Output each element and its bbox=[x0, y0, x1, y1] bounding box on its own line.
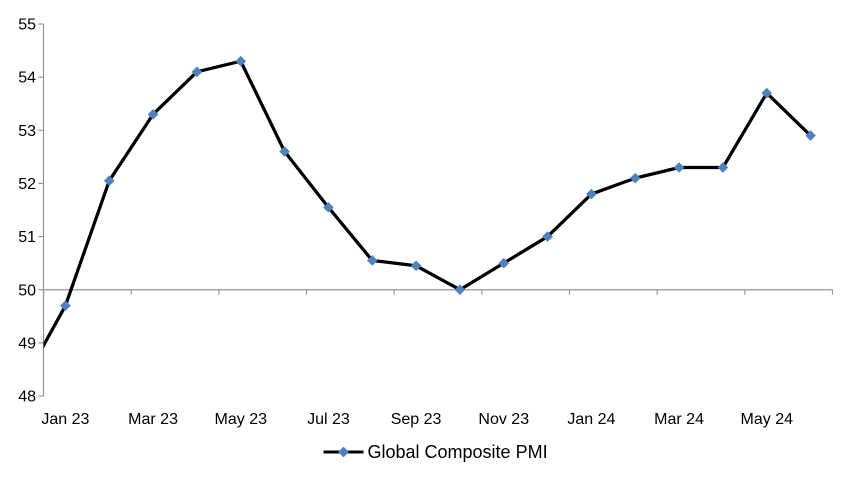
x-axis-tick-label: Mar 23 bbox=[128, 411, 178, 428]
y-axis-tick-label: 48 bbox=[18, 389, 36, 406]
x-axis-tick-label: Nov 23 bbox=[478, 411, 529, 428]
data-point-marker bbox=[191, 66, 203, 78]
x-axis-tick-label: May 23 bbox=[215, 411, 268, 428]
chart-legend: Global Composite PMI bbox=[323, 442, 548, 462]
data-point-marker bbox=[542, 231, 553, 242]
data-point-marker bbox=[761, 87, 773, 99]
x-axis-tick-label: Jul 23 bbox=[307, 411, 350, 428]
data-point-marker bbox=[629, 172, 641, 184]
data-point-marker bbox=[366, 255, 378, 266]
data-point-marker bbox=[410, 260, 422, 272]
data-point-marker bbox=[673, 162, 685, 173]
x-axis-tick-label: Mar 24 bbox=[654, 411, 704, 428]
data-point-marker bbox=[235, 55, 247, 67]
pmi-series-line bbox=[43, 59, 813, 349]
data-point-marker bbox=[60, 300, 71, 311]
data-point-marker bbox=[454, 284, 466, 296]
data-point-marker bbox=[717, 162, 729, 173]
y-axis-tick-label: 51 bbox=[18, 229, 36, 246]
data-point-marker bbox=[279, 146, 290, 157]
x-axis: Jan 23 Mar 23 May 23 Jul 23 Sep 23 Nov 23 Jan … bbox=[41, 289, 834, 428]
y-axis-tick-label: 52 bbox=[18, 176, 36, 193]
y-axis-tick-label: 49 bbox=[18, 335, 36, 352]
y-axis-tick-label: 50 bbox=[18, 282, 36, 299]
data-point-marker bbox=[323, 202, 334, 213]
x-axis-tick-label: Jan 24 bbox=[567, 411, 615, 428]
data-point-marker bbox=[586, 188, 597, 200]
data-point-marker bbox=[103, 175, 115, 187]
x-axis-tick-label: May 24 bbox=[741, 411, 794, 428]
y-axis: 48 49 50 51 52 53 54 55 bbox=[18, 17, 45, 406]
x-axis-tick-label: Jan 23 bbox=[41, 411, 89, 428]
y-axis-tick-label: 55 bbox=[18, 17, 36, 34]
x-axis-tick-label: Sep 23 bbox=[391, 411, 442, 428]
data-point-marker bbox=[498, 257, 510, 269]
y-axis-tick-label: 54 bbox=[18, 70, 36, 87]
y-axis-tick-label: 53 bbox=[18, 123, 36, 140]
legend-marker-icon bbox=[338, 446, 349, 458]
pmi-series bbox=[43, 55, 816, 349]
legend-label: Global Composite PMI bbox=[368, 442, 548, 462]
data-point-marker bbox=[147, 109, 159, 120]
data-point-marker bbox=[805, 130, 816, 141]
